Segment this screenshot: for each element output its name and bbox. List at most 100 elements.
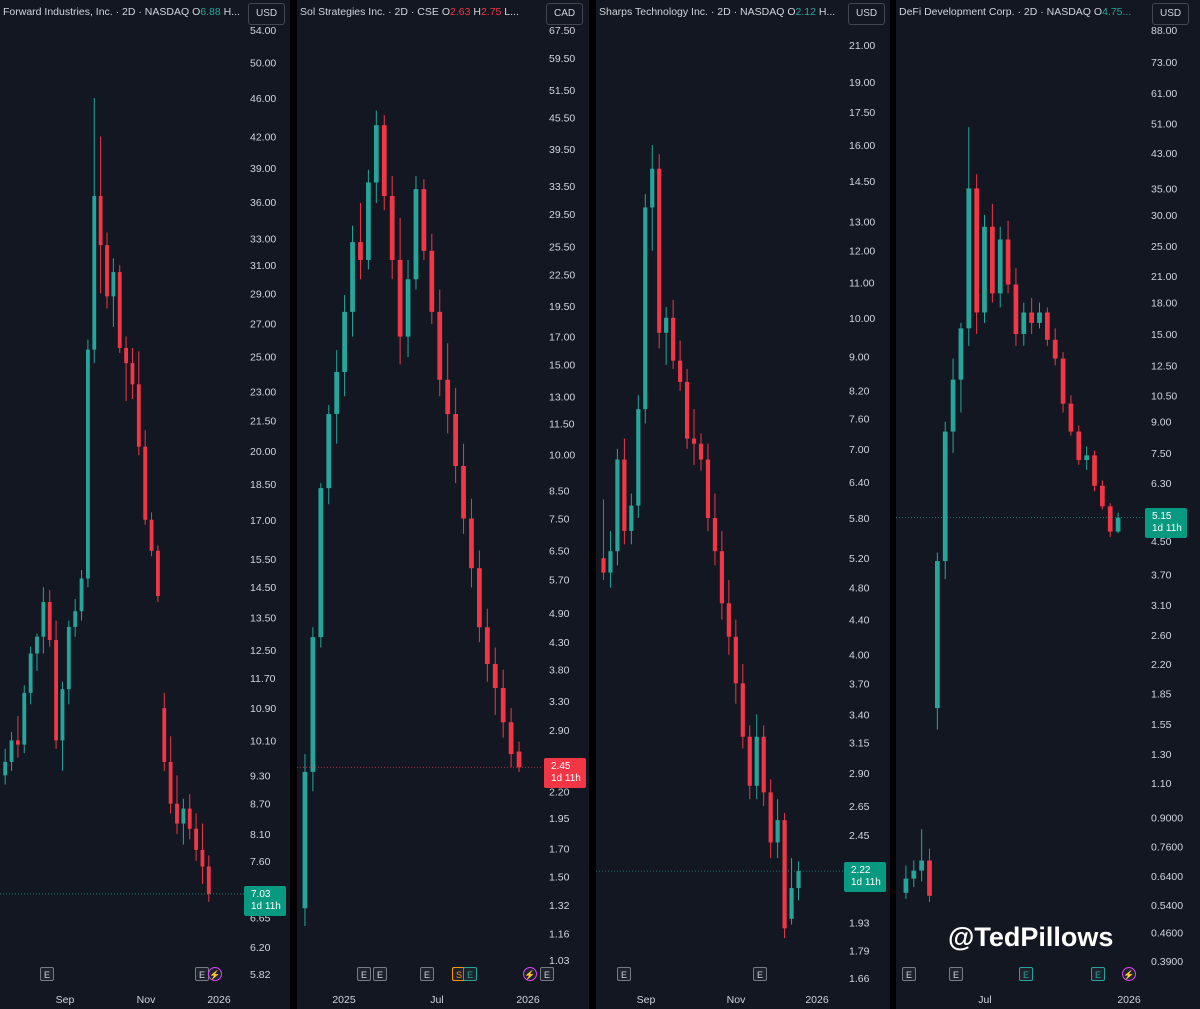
candle-body: [950, 379, 956, 432]
y-tick-label: 1.30: [1151, 749, 1172, 761]
y-tick-label: 46.00: [250, 93, 276, 105]
lightning-event-icon[interactable]: ⚡: [523, 967, 537, 981]
candle-body: [194, 828, 198, 850]
last-price-tag: 7.03 1d 11h: [244, 886, 286, 916]
symbol-header[interactable]: DeFi Development Corp. · 2D · NASDAQ O4.…: [899, 6, 1131, 18]
currency-button[interactable]: CAD: [546, 3, 584, 25]
candle-body: [1029, 312, 1034, 323]
y-tick-label: 4.00: [849, 650, 870, 662]
candle-body: [1107, 506, 1113, 532]
currency-button[interactable]: USD: [848, 3, 886, 25]
earnings-event-marker[interactable]: E: [949, 967, 963, 981]
chart-panel-sharps-technology[interactable]: Sharps Technology Inc. · 2D · NASDAQ O2.…: [596, 0, 890, 1009]
open-value: 6.88: [200, 6, 221, 18]
candle-body: [318, 488, 324, 638]
x-tick-label: Sep: [56, 994, 75, 1006]
chart-panel-defi-development[interactable]: DeFi Development Corp. · 2D · NASDAQ O4.…: [896, 0, 1200, 1009]
bar-countdown: 1d 11h: [1152, 523, 1182, 534]
x-tick-label: 2026: [516, 994, 540, 1006]
candle-body: [691, 438, 697, 444]
candle-body: [73, 611, 78, 627]
candle-body: [366, 182, 371, 260]
candle-body: [671, 317, 676, 361]
candle-body: [334, 371, 340, 415]
candle-body: [615, 459, 620, 552]
price-chart-svg[interactable]: 88.00 73.00 61.00 51.00 43.00 35.00 30.00 25.00…: [896, 0, 1200, 1009]
y-tick-label: 7.60: [250, 856, 271, 868]
y-tick-label: 20.00: [250, 446, 276, 458]
symbol-header[interactable]: Forward Industries, Inc. · 2D · NASDAQ O…: [3, 6, 240, 18]
price-chart-svg[interactable]: 67.50 59.50 51.50 45.50 39.50 33.50 29.50 25.50…: [297, 0, 589, 1009]
earnings-event-marker[interactable]: E: [753, 967, 767, 981]
y-tick-label: 10.00: [549, 450, 575, 462]
candle-body: [698, 443, 704, 460]
x-tick-label: Nov: [727, 994, 746, 1006]
y-tick-label: 39.00: [250, 163, 276, 175]
y-tick-label: 1.16: [549, 929, 570, 941]
price-chart-svg[interactable]: 54.00 50.00 46.00 42.00 39.00 36.00 33.00 31.00…: [0, 0, 290, 1009]
candle-body: [302, 771, 308, 909]
earnings-event-marker[interactable]: E: [1019, 967, 1033, 981]
lightning-event-icon[interactable]: ⚡: [1122, 967, 1136, 981]
y-tick-label: 0.3900: [1151, 956, 1183, 968]
candle-body: [1037, 312, 1042, 323]
earnings-event-marker[interactable]: E: [463, 967, 477, 981]
earnings-event-marker[interactable]: E: [617, 967, 631, 981]
earnings-event-marker[interactable]: E: [40, 967, 54, 981]
candle-body: [117, 272, 122, 348]
last-price-value: 2.45: [551, 761, 571, 772]
y-tick-label: 13.00: [549, 391, 575, 403]
earnings-event-marker[interactable]: E: [357, 967, 371, 981]
symbol-header[interactable]: Sol Strategies Inc. · 2D · CSE O2.63 H2.…: [300, 6, 519, 18]
earnings-event-marker[interactable]: E: [195, 967, 209, 981]
candle-body: [942, 431, 948, 562]
y-tick-label: 88.00: [1151, 25, 1177, 37]
y-tick-label: 25.00: [250, 351, 276, 363]
candle-body: [733, 636, 738, 684]
high-label: H...: [223, 6, 240, 18]
y-tick-label: 4.90: [549, 608, 570, 620]
candle-body: [636, 409, 641, 506]
symbol-header[interactable]: Sharps Technology Inc. · 2D · NASDAQ O2.…: [599, 6, 835, 18]
y-tick-label: 1.32: [549, 900, 570, 912]
candle-body: [421, 189, 427, 251]
candle-body: [54, 640, 58, 741]
candle-body: [990, 226, 995, 294]
candle-body: [919, 860, 924, 871]
last-price-tag: 2.45 1d 11h: [544, 758, 586, 788]
y-tick-label: 5.80: [849, 513, 870, 525]
candle-body: [966, 188, 972, 329]
y-tick-label: 6.30: [1151, 478, 1172, 490]
candle-body: [111, 272, 116, 297]
earnings-event-marker[interactable]: E: [1091, 967, 1105, 981]
candle-body: [136, 384, 141, 447]
chart-panel-forward-industries[interactable]: Forward Industries, Inc. · 2D · NASDAQ O…: [0, 0, 290, 1009]
chart-panel-sol-strategies[interactable]: Sol Strategies Inc. · 2D · CSE O2.63 H2.…: [297, 0, 589, 1009]
candle-body: [397, 259, 403, 337]
y-tick-label: 35.00: [1151, 183, 1177, 195]
y-tick-label: 2.20: [1151, 659, 1172, 671]
candle-body: [429, 250, 435, 312]
earnings-event-marker[interactable]: E: [420, 967, 434, 981]
y-tick-label: 2.65: [849, 801, 870, 813]
earnings-event-marker[interactable]: E: [902, 967, 916, 981]
y-tick-label: 4.50: [1151, 536, 1172, 548]
lightning-event-icon[interactable]: ⚡: [208, 967, 222, 981]
candle-body: [143, 446, 148, 520]
candle-body: [156, 550, 160, 597]
candle-body: [650, 168, 655, 208]
earnings-event-marker[interactable]: E: [540, 967, 554, 981]
high-label: H: [473, 6, 481, 18]
candle-body: [373, 125, 379, 183]
currency-button[interactable]: USD: [1152, 3, 1190, 25]
earnings-event-marker[interactable]: E: [373, 967, 387, 981]
candle-body: [484, 627, 490, 664]
candle-body: [796, 871, 801, 889]
y-tick-label: 8.20: [849, 386, 870, 398]
y-tick-label: 33.50: [549, 181, 575, 193]
y-tick-label: 1.70: [549, 844, 570, 856]
candle-body: [1084, 455, 1089, 461]
currency-button[interactable]: USD: [248, 3, 286, 25]
candle-body: [601, 558, 606, 573]
price-chart-svg[interactable]: 21.00 19.00 17.50 16.00 14.50 13.00 12.00 11.00…: [596, 0, 890, 1009]
